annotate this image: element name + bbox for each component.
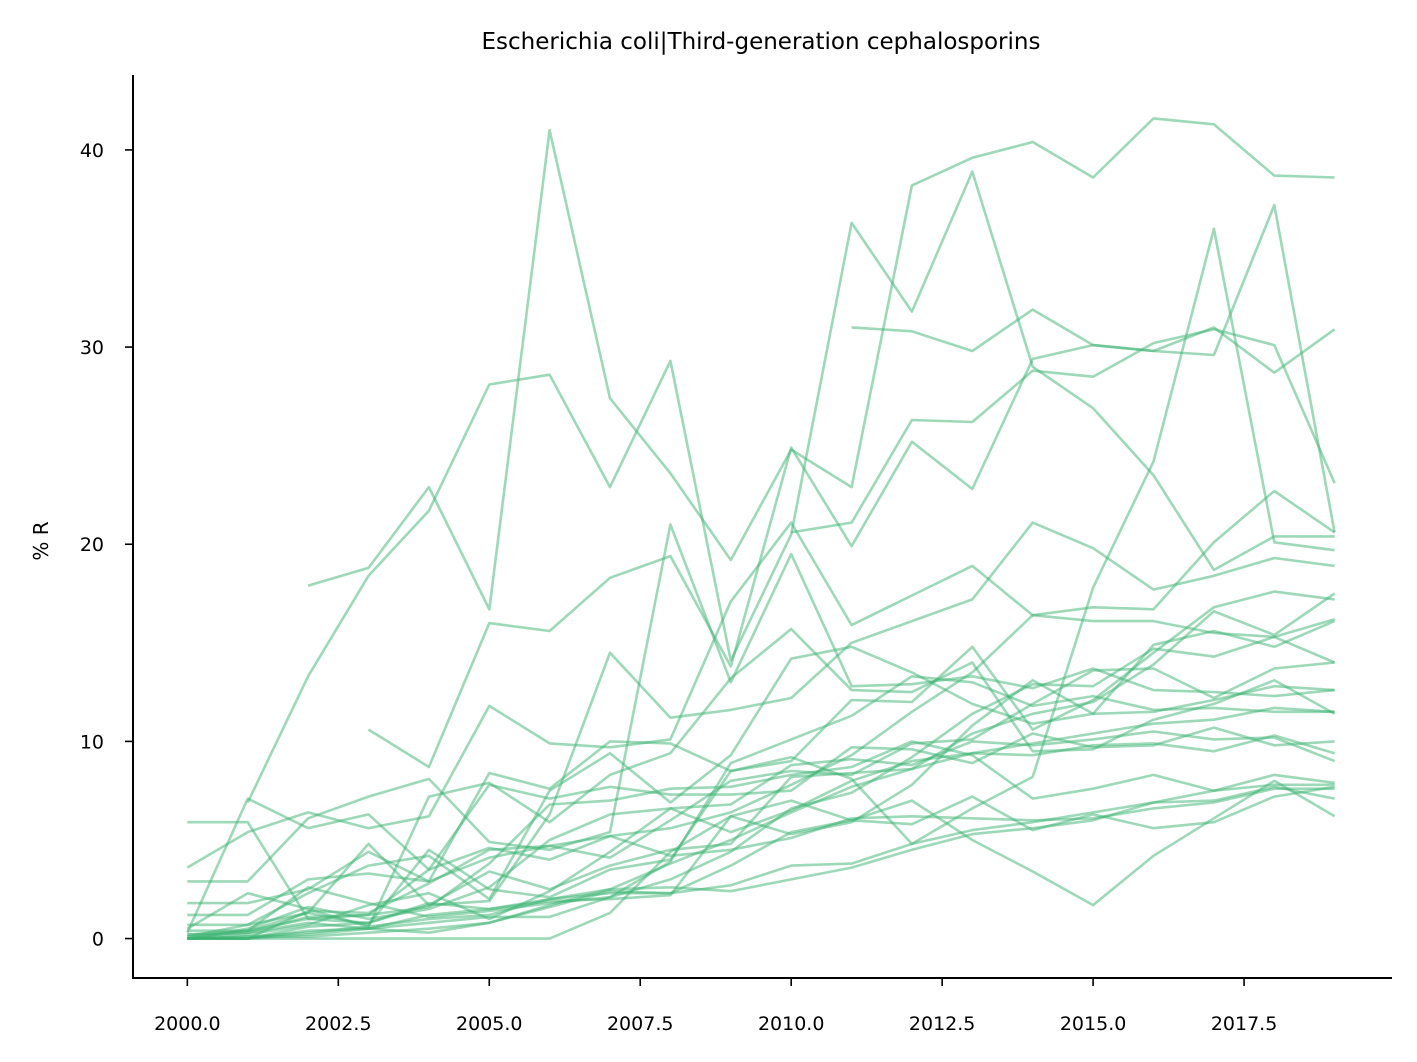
- x-tick-label: 2015.0: [1060, 1013, 1126, 1035]
- series-line-13: [187, 675, 1335, 936]
- series-line-5: [367, 203, 1336, 769]
- series-line-14: [187, 726, 1335, 938]
- series-line-11: [187, 619, 1336, 927]
- series-line-7: [186, 489, 1336, 869]
- y-axis-label: % R: [29, 521, 53, 560]
- series-line-12: [187, 592, 1336, 932]
- series-line-24: [187, 740, 1335, 940]
- series-line-19: [187, 785, 1335, 940]
- y-tick-label: 0: [92, 929, 104, 951]
- series-lines: [186, 117, 1336, 940]
- x-tick-label: 2005.0: [456, 1013, 522, 1035]
- series-line-4: [790, 328, 1336, 534]
- series-line-25: [187, 661, 1335, 940]
- y-tick-label: 20: [80, 534, 104, 556]
- series-line-2: [246, 170, 1335, 804]
- x-tick-label: 2007.5: [607, 1013, 673, 1035]
- series-line-15: [187, 730, 1336, 940]
- x-tick-label: 2012.5: [909, 1013, 975, 1035]
- x-tick-label: 2002.5: [305, 1013, 371, 1035]
- y-tick-label: 30: [80, 337, 104, 359]
- y-ticks: 0 10 20 30 40: [80, 140, 133, 951]
- y-tick-label: 10: [80, 731, 104, 753]
- series-line-23: [187, 734, 1335, 940]
- series-line-1: [307, 117, 1335, 611]
- series-line-17: [186, 787, 1335, 934]
- series-line-27: [187, 617, 1335, 940]
- axes: [132, 75, 1392, 979]
- x-ticks: 2000.0 2002.5 2005.0 2007.5 2010.0 2012.5 2015…: [154, 978, 1277, 1035]
- series-line-28: [187, 706, 1335, 940]
- series-line-8: [187, 523, 1335, 883]
- x-tick-label: 2017.5: [1211, 1013, 1277, 1035]
- chart-title: Escherichia coli|Third-generation cephal…: [482, 29, 1041, 55]
- y-tick-label: 40: [80, 140, 104, 162]
- series-line-9: [187, 590, 1335, 905]
- series-line-22: [187, 779, 1336, 940]
- x-tick-label: 2010.0: [758, 1013, 824, 1035]
- series-line-10: [187, 613, 1336, 917]
- x-tick-label: 2000.0: [154, 1013, 220, 1035]
